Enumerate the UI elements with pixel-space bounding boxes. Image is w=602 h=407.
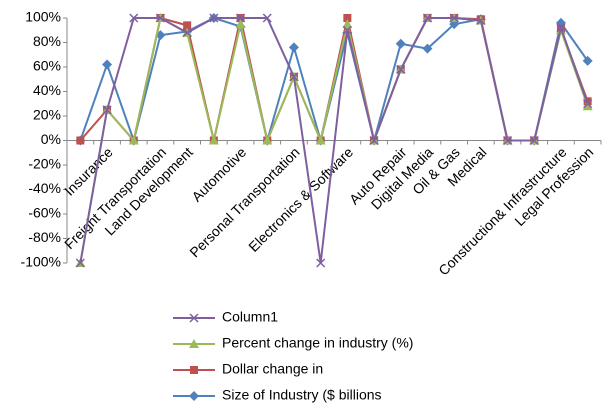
legend-label: Column1	[222, 309, 278, 325]
point	[129, 13, 139, 23]
point	[422, 43, 433, 54]
legend-marker	[190, 366, 198, 374]
point	[422, 13, 432, 23]
y-tick-label: -20%	[28, 156, 61, 172]
legend-marker	[189, 339, 199, 348]
point	[476, 15, 486, 25]
point	[369, 135, 379, 146]
point	[582, 101, 593, 111]
point	[102, 105, 112, 115]
point	[235, 19, 246, 29]
point	[449, 13, 459, 23]
point	[315, 135, 326, 145]
point	[288, 42, 299, 53]
point	[583, 99, 593, 109]
legend-label: Percent change in industry (%)	[222, 335, 413, 351]
point	[503, 135, 513, 146]
point	[582, 55, 593, 66]
point	[262, 13, 272, 23]
point	[128, 135, 139, 145]
point	[396, 64, 406, 74]
point	[556, 23, 566, 33]
point	[529, 135, 539, 146]
point	[236, 13, 246, 23]
point	[262, 135, 273, 145]
point	[343, 14, 352, 22]
y-tick-label: 100%	[25, 9, 61, 25]
point	[395, 38, 406, 49]
x-tick-label: Electronics & Software	[245, 144, 356, 255]
point	[342, 19, 353, 29]
point	[75, 258, 85, 268]
y-tick-label: 0%	[41, 131, 61, 147]
point	[208, 135, 219, 145]
point	[209, 13, 219, 23]
y-tick-label: 80%	[33, 33, 61, 49]
point	[76, 136, 85, 145]
y-tick-label: -100%	[21, 254, 61, 270]
x-tick-label: Construction& Infrastructure	[435, 144, 570, 279]
point	[155, 13, 165, 23]
legend-marker	[189, 391, 199, 401]
legend-marker	[189, 313, 199, 323]
point	[316, 258, 326, 268]
legend-label: Size of Industry ($ billions	[222, 387, 382, 403]
y-tick-label: -60%	[28, 205, 61, 221]
y-tick-label: 40%	[33, 82, 61, 98]
legend-label: Dollar change in	[222, 361, 323, 377]
series-line	[79, 17, 589, 264]
point	[289, 72, 299, 82]
y-tick-label: -80%	[28, 229, 61, 245]
y-tick-label: 20%	[33, 107, 61, 123]
y-tick-label: 60%	[33, 58, 61, 74]
point	[182, 28, 192, 38]
point	[342, 25, 352, 35]
point	[102, 59, 113, 70]
point	[183, 21, 192, 30]
y-tick-label: -40%	[28, 180, 61, 196]
x-tick-label: Insurance	[61, 144, 116, 199]
